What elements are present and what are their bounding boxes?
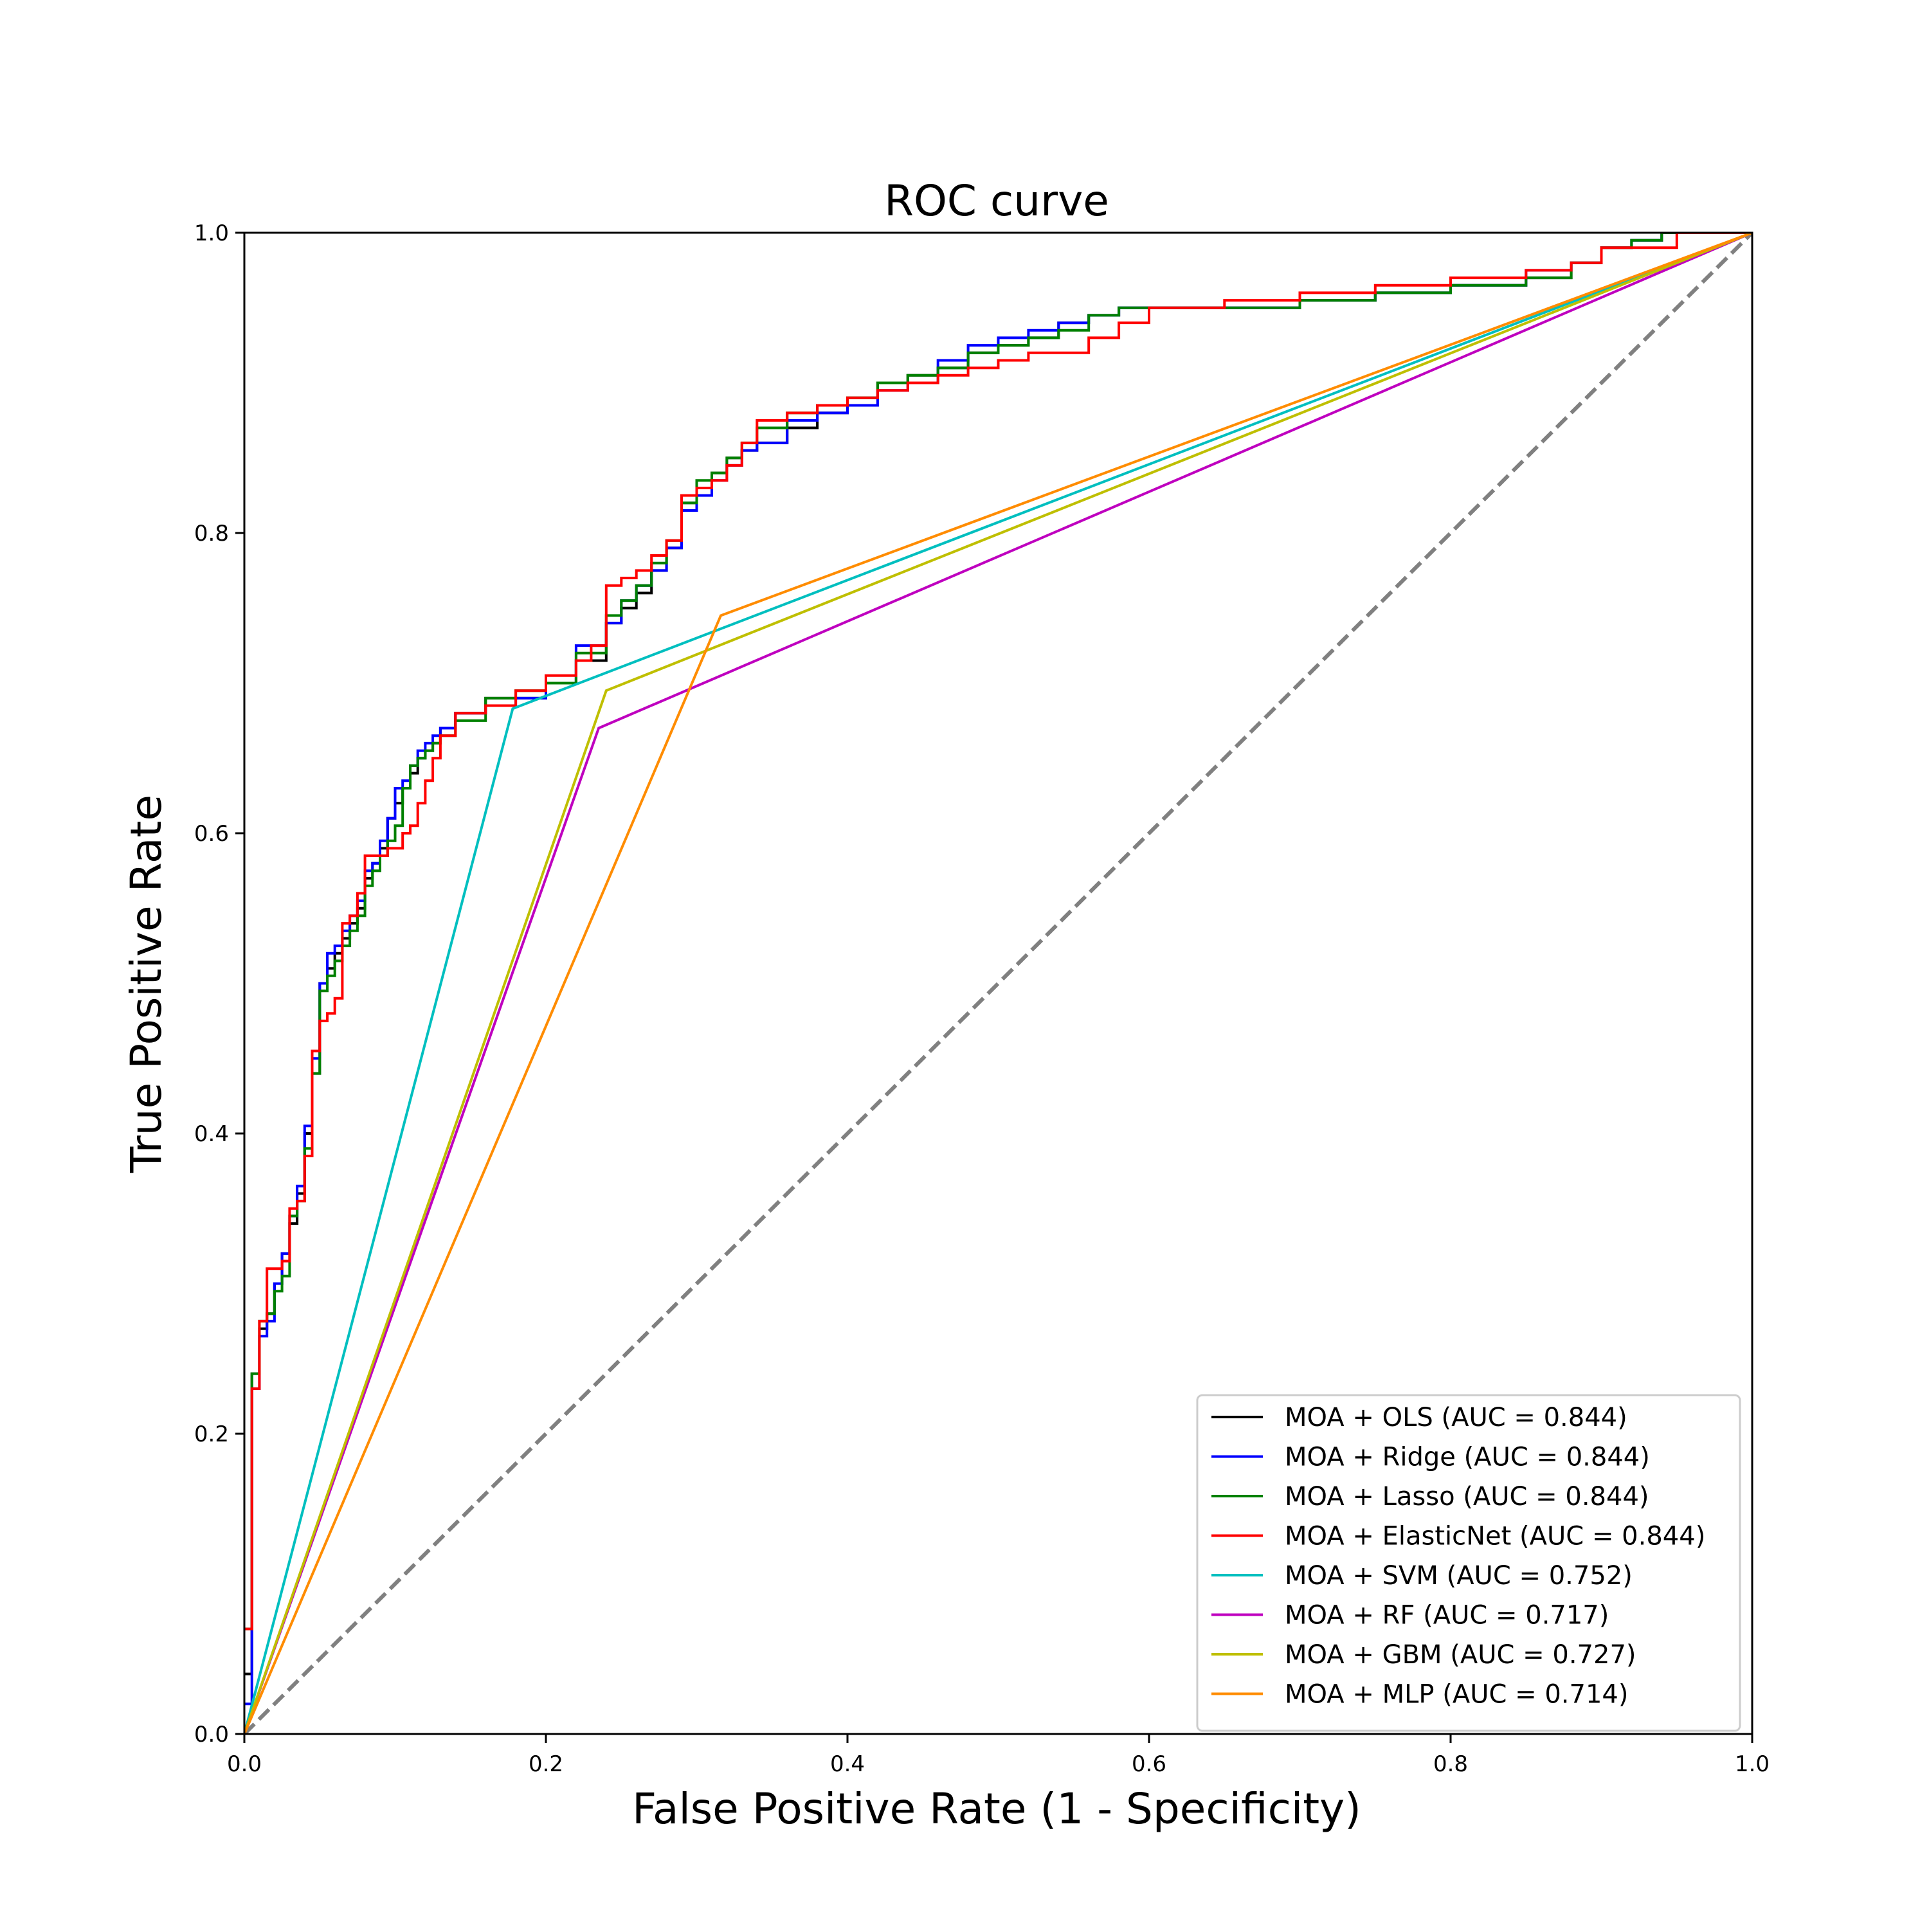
y-axis-title: True Positive Rate: [122, 795, 171, 1173]
plot-area: [244, 233, 1752, 1734]
x-axis-title: False Positive Rate (1 - Specificity): [632, 1784, 1361, 1834]
legend-label-7: MOA + MLP (AUC = 0.714): [1285, 1680, 1628, 1710]
legend-label-3: MOA + ElasticNet (AUC = 0.844): [1285, 1522, 1705, 1551]
legend-box: [1196, 1394, 1741, 1732]
series-lines: [244, 233, 1752, 1734]
y-tick-label: 1.0: [194, 221, 229, 246]
series-line-5: [244, 233, 1752, 1734]
x-tick-label: 0.0: [227, 1751, 262, 1777]
axes: 0.0 0.2 0.4 0.6 0.8 1.0 0.0 0.2 0.4 0.6 0.8 1.0: [194, 221, 1770, 1777]
legend-label-6: MOA + GBM (AUC = 0.727): [1285, 1640, 1636, 1670]
x-tick-label: 1.0: [1735, 1751, 1770, 1777]
legend-label-1: MOA + Ridge (AUC = 0.844): [1285, 1443, 1650, 1472]
y-tick-label: 0.0: [194, 1722, 229, 1747]
legend: MOA + OLS (AUC = 0.844) MOA + Ridge (AUC …: [1196, 1394, 1741, 1732]
y-tick-label: 0.6: [194, 821, 229, 847]
series-line-3: [244, 233, 1752, 1630]
chance-diagonal-line: [244, 233, 1752, 1734]
x-tick-label: 0.8: [1433, 1751, 1468, 1777]
legend-label-2: MOA + Lasso (AUC = 0.844): [1285, 1482, 1649, 1512]
legend-label-5: MOA + RF (AUC = 0.717): [1285, 1601, 1609, 1630]
series-line-4: [244, 233, 1752, 1734]
series-line-6: [244, 233, 1752, 1734]
x-tick-label: 0.6: [1132, 1751, 1166, 1777]
legend-label-0: MOA + OLS (AUC = 0.844): [1285, 1403, 1627, 1432]
x-tick-label: 0.4: [830, 1751, 865, 1777]
y-tick-label: 0.2: [194, 1422, 229, 1447]
plot-frame: [243, 231, 1753, 1735]
y-tick-label: 0.8: [194, 521, 229, 546]
legend-label-4: MOA + SVM (AUC = 0.752): [1285, 1561, 1633, 1591]
y-tick-label: 0.4: [194, 1121, 229, 1147]
x-tick-label: 0.2: [529, 1751, 563, 1777]
chart-title: ROC curve: [884, 176, 1109, 226]
series-line-7: [244, 233, 1752, 1734]
